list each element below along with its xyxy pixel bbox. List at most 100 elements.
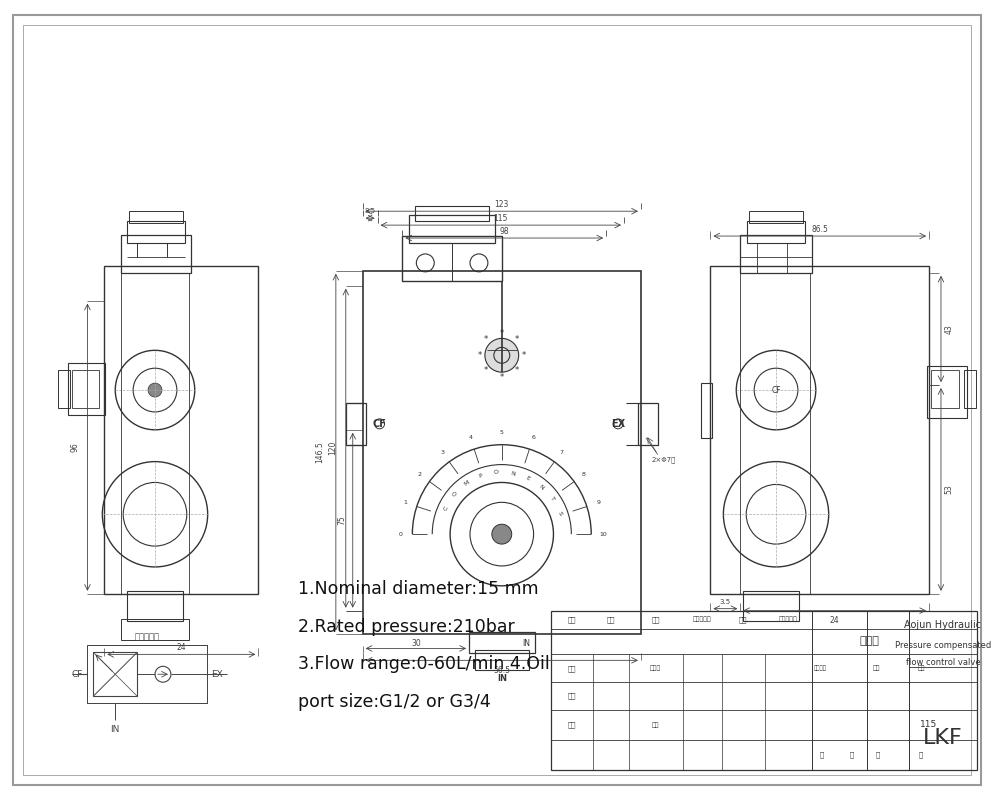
Text: CF: CF	[771, 386, 781, 394]
Text: 设计: 设计	[568, 665, 577, 671]
Text: 签名: 签名	[739, 616, 747, 623]
Text: 张: 张	[849, 751, 854, 758]
Text: 5: 5	[500, 430, 504, 435]
Text: 43: 43	[944, 324, 953, 334]
Text: 张: 张	[919, 751, 923, 758]
Circle shape	[485, 338, 519, 372]
Text: CF: CF	[72, 670, 83, 678]
Text: IN: IN	[523, 639, 531, 648]
Text: 更放文件号: 更放文件号	[693, 617, 712, 622]
Text: O: O	[494, 470, 499, 475]
Text: 批准: 批准	[652, 722, 660, 728]
Text: M: M	[463, 480, 470, 487]
Text: N: N	[510, 470, 515, 476]
Text: LKF: LKF	[923, 728, 963, 748]
Text: 数量: 数量	[607, 616, 615, 623]
Text: 工艺: 工艺	[568, 722, 577, 728]
Text: 24: 24	[830, 616, 839, 625]
Text: P: P	[478, 474, 483, 479]
Text: T: T	[549, 496, 555, 502]
Text: EX: EX	[611, 419, 625, 429]
Text: 3: 3	[440, 450, 444, 454]
Text: E: E	[525, 475, 531, 482]
Bar	[87, 646, 207, 703]
Text: *: *	[522, 350, 526, 360]
Text: 第: 第	[875, 751, 880, 758]
Text: 9: 9	[596, 500, 600, 506]
Text: flow control valve: flow control valve	[906, 658, 980, 667]
Text: C: C	[443, 505, 449, 511]
Text: 3.5: 3.5	[720, 598, 731, 605]
Text: *: *	[515, 335, 519, 344]
Text: 1: 1	[403, 500, 407, 506]
Bar	[87, 646, 207, 703]
Bar	[402, 236, 502, 281]
Text: 4: 4	[468, 435, 472, 440]
Text: 共: 共	[820, 751, 824, 758]
Bar	[749, 211, 803, 223]
Text: 1.Nominal diameter:15 mm: 1.Nominal diameter:15 mm	[298, 580, 539, 598]
Bar	[710, 266, 929, 594]
Text: *: *	[484, 335, 488, 344]
Text: *: *	[484, 366, 488, 375]
Bar	[964, 370, 976, 408]
Text: 30: 30	[411, 639, 421, 648]
Bar	[68, 363, 105, 415]
Bar	[469, 631, 535, 654]
Text: S: S	[557, 510, 563, 516]
Bar	[346, 403, 366, 445]
Text: 2×Φ7通: 2×Φ7通	[652, 456, 676, 463]
Text: 8: 8	[582, 472, 586, 477]
Bar	[127, 221, 185, 243]
Text: 123: 123	[495, 200, 509, 209]
Bar	[415, 206, 489, 221]
Bar	[743, 590, 799, 621]
Text: Pressure compensated: Pressure compensated	[895, 641, 991, 650]
Text: port size:G1/2 or G3/4: port size:G1/2 or G3/4	[298, 693, 491, 711]
Bar	[129, 211, 183, 223]
Text: O: O	[451, 491, 458, 498]
Bar	[58, 370, 70, 408]
Bar	[747, 221, 805, 243]
Bar	[740, 235, 812, 273]
Text: 6: 6	[531, 435, 535, 440]
Bar	[701, 383, 712, 438]
Text: 审核: 审核	[568, 693, 577, 699]
Text: 24: 24	[177, 643, 186, 652]
Bar	[551, 610, 977, 770]
Circle shape	[148, 383, 162, 397]
Text: 56.5: 56.5	[493, 666, 510, 674]
Text: 120: 120	[328, 441, 337, 455]
Text: EX: EX	[211, 670, 222, 678]
Text: 75: 75	[337, 515, 346, 525]
Text: 0: 0	[399, 532, 402, 537]
Text: 96: 96	[70, 442, 79, 452]
Text: 比例: 比例	[917, 666, 925, 671]
Bar	[638, 403, 658, 445]
Text: 7: 7	[559, 450, 563, 454]
Text: 53: 53	[944, 485, 953, 494]
Text: 2.Rated pressure:210bar: 2.Rated pressure:210bar	[298, 618, 515, 635]
Text: N: N	[538, 483, 545, 490]
Text: 146.5: 146.5	[315, 442, 324, 463]
Text: CF: CF	[373, 419, 387, 429]
Bar	[72, 370, 99, 408]
Bar	[363, 271, 641, 634]
Text: *: *	[500, 329, 504, 338]
Text: 115: 115	[920, 721, 938, 730]
Text: 外形图: 外形图	[860, 637, 879, 646]
Bar	[927, 366, 967, 418]
Bar	[931, 370, 959, 408]
Text: 10: 10	[599, 532, 607, 537]
Text: 98: 98	[499, 226, 509, 235]
Text: 重量: 重量	[873, 666, 880, 671]
Text: 阶段标记: 阶段标记	[813, 666, 826, 671]
Text: 3.Flow range:0-60L/min 4.Oil: 3.Flow range:0-60L/min 4.Oil	[298, 655, 550, 674]
Text: 分区: 分区	[652, 616, 660, 623]
Text: 2: 2	[418, 472, 422, 477]
Text: *: *	[515, 366, 519, 375]
Bar	[104, 266, 258, 594]
Bar	[409, 215, 495, 243]
Text: IN: IN	[111, 726, 120, 734]
Text: *: *	[478, 350, 482, 360]
